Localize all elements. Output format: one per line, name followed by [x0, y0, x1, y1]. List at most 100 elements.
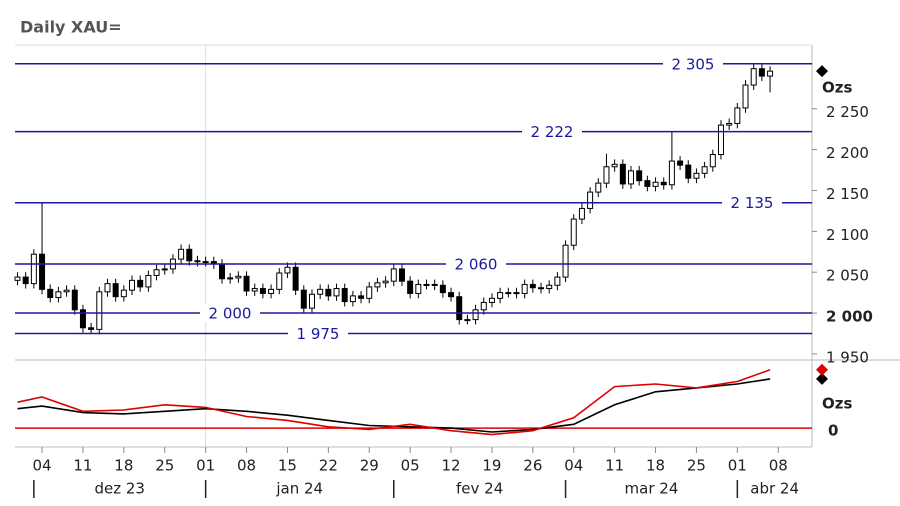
candle-body	[611, 163, 618, 168]
candle-body	[554, 276, 561, 286]
candle-body	[259, 288, 266, 294]
x-tick-label: 04	[32, 457, 51, 475]
candle-body	[88, 327, 95, 330]
candle-body	[709, 154, 716, 168]
level-label: 2 000	[209, 305, 252, 323]
candle-body	[529, 283, 536, 289]
candle-body	[480, 301, 487, 311]
level-label: 2 305	[672, 55, 715, 73]
last-value-marker	[816, 65, 828, 78]
candle-body	[161, 268, 168, 271]
candle-body	[767, 70, 774, 77]
candle-body	[726, 122, 733, 126]
y-tick-label: 2 050	[826, 267, 869, 285]
candle-body	[22, 276, 29, 285]
candle-body	[292, 266, 299, 291]
candle-body	[423, 283, 430, 286]
level-label-bg	[522, 122, 582, 141]
candle-body	[55, 291, 62, 299]
candle-body	[112, 283, 119, 298]
candle-body	[570, 218, 577, 246]
candle-body	[619, 163, 626, 185]
candle-body	[472, 309, 479, 321]
candle-body	[578, 207, 585, 220]
candle-body	[349, 295, 356, 303]
candle-body	[358, 295, 365, 299]
level-label: 2 135	[731, 194, 774, 212]
x-tick-label: 25	[687, 457, 706, 475]
candle-body	[39, 253, 46, 290]
y-tick-label: 1 950	[826, 348, 869, 366]
candle-body	[137, 279, 144, 288]
candle-body	[758, 68, 765, 77]
candle-body	[693, 172, 700, 179]
candle-body	[153, 269, 160, 276]
candle-body	[431, 283, 438, 286]
candle-body	[120, 289, 127, 298]
candle-body	[284, 266, 291, 274]
candle-body	[374, 282, 381, 288]
x-tick-label: 26	[523, 457, 542, 475]
level-label-bg	[722, 193, 782, 212]
y-tick-label: 0	[828, 422, 838, 440]
candle-body	[595, 182, 602, 193]
y-axis-label: Ozs	[822, 395, 852, 413]
y-axis-label: Ozs	[822, 79, 852, 97]
candle-body	[251, 288, 258, 292]
candle-body	[636, 170, 643, 182]
chart-title: Daily XAU=	[20, 18, 122, 37]
candle-body	[521, 283, 528, 294]
candle-body	[219, 263, 225, 280]
candle-body	[742, 84, 749, 109]
candle-body	[333, 288, 340, 297]
level-label: 1 975	[297, 325, 340, 343]
candle-body	[448, 292, 455, 298]
candle-body	[497, 292, 504, 299]
level-label: 2 222	[531, 123, 574, 141]
month-label: dez 23	[95, 480, 145, 498]
month-label: abr 24	[750, 480, 799, 498]
candle-body	[317, 288, 324, 295]
candle-body	[603, 166, 610, 184]
candle-body	[390, 268, 397, 282]
candle-body	[717, 124, 724, 156]
x-tick-label: 15	[278, 457, 297, 475]
x-tick-label: 18	[646, 457, 665, 475]
candle-body	[562, 244, 569, 278]
y-tick-label: 2 250	[826, 103, 869, 121]
candle-body	[366, 286, 373, 299]
y-tick-label: 2 000	[826, 308, 873, 326]
level-label-bg	[200, 304, 260, 323]
candle-body	[513, 292, 520, 295]
candle-body	[750, 68, 757, 86]
candle-body	[145, 274, 152, 288]
y-tick-label: 2 200	[826, 144, 869, 162]
candle-body	[79, 309, 86, 329]
x-tick-label: 11	[605, 457, 624, 475]
candle-body	[677, 160, 684, 166]
candle-body	[104, 283, 111, 293]
candle-body	[587, 191, 594, 209]
candle-body	[268, 288, 275, 294]
candle-body	[652, 181, 659, 187]
month-label: jan 24	[275, 480, 323, 498]
last-value-marker	[816, 372, 828, 385]
candle-body	[47, 288, 54, 299]
x-tick-label: 22	[319, 457, 338, 475]
candle-body	[685, 164, 692, 179]
candle-body	[129, 279, 136, 291]
x-tick-label: 04	[564, 457, 583, 475]
candle-body	[178, 248, 185, 260]
candle-body	[202, 261, 209, 264]
x-tick-label: 08	[769, 457, 788, 475]
candle-body	[734, 107, 741, 124]
candle-body	[14, 276, 21, 281]
candle-body	[71, 289, 78, 311]
candle-body	[644, 180, 651, 187]
candle-body	[341, 288, 348, 303]
indicator-line	[17, 369, 771, 436]
x-tick-label: 18	[114, 457, 133, 475]
candle-body	[464, 319, 471, 322]
x-tick-label: 08	[237, 457, 256, 475]
